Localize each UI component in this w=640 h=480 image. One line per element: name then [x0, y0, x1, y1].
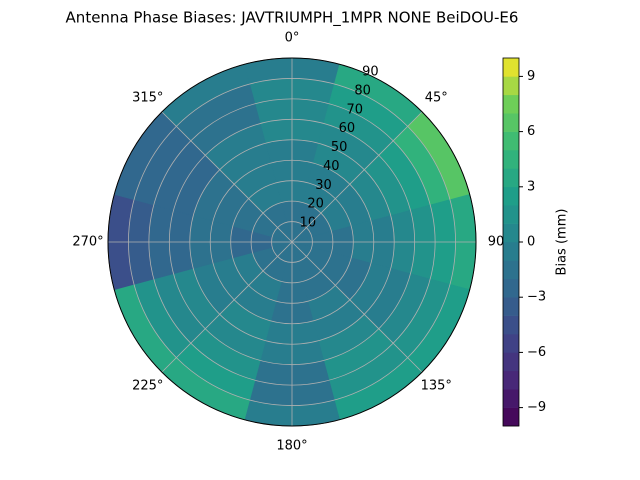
colorbar-tick-label: −3 — [527, 290, 546, 305]
colorbar-band — [503, 76, 519, 96]
angular-tick-label: 90 — [488, 235, 505, 250]
colorbar-tick-label: 0 — [527, 235, 535, 250]
colorbar-band — [503, 260, 519, 280]
angular-tick-label: 135° — [421, 379, 452, 394]
colorbar-tick-label: 6 — [527, 124, 535, 139]
colorbar-band — [503, 352, 519, 372]
polar-grid: 10 20 30 40 50 60 70 80 90 0° 45° 90 135° 180° 225° 270… — [72, 31, 504, 454]
radial-tick-label: 50 — [331, 140, 348, 155]
colorbar-band — [503, 150, 519, 169]
angular-tick-label: 270° — [72, 235, 103, 250]
angular-grid-line — [161, 111, 293, 243]
radial-tick-label: 60 — [339, 121, 356, 136]
colorbar-tick-label: −9 — [527, 400, 546, 415]
angular-tick-label: 45° — [425, 90, 448, 105]
chart-title: Antenna Phase Biases: JAVTRIUMPH_1MPR NO… — [66, 9, 519, 28]
colorbar-band — [503, 315, 519, 335]
colorbar-tick-label: 3 — [527, 179, 535, 194]
colorbar-tick-label: 9 — [527, 69, 535, 84]
angular-tick-label: 180° — [276, 439, 307, 454]
colorbar-band — [503, 370, 519, 390]
angular-tick-label: 0° — [285, 31, 300, 46]
radial-tick-label: 30 — [315, 178, 332, 193]
colorbar-band — [503, 58, 519, 77]
colorbar-band — [503, 113, 519, 132]
angular-grid-line — [161, 241, 293, 373]
polar-frame — [107, 57, 477, 427]
colorbar-band — [503, 242, 519, 261]
colorbar: −9 −6 −3 0 3 6 9 — [502, 57, 546, 427]
radial-tick-label: 40 — [323, 159, 340, 174]
colorbar-band — [503, 278, 519, 298]
angular-tick-label: 315° — [132, 90, 163, 105]
colorbar-band — [503, 334, 519, 353]
colorbar-band — [503, 407, 519, 427]
colorbar-band — [503, 297, 519, 316]
colorbar-band — [503, 131, 519, 151]
angular-grid-line — [291, 241, 423, 373]
colorbar-band — [503, 94, 519, 114]
colorbar-band — [503, 186, 519, 206]
colorbar-label: Bias (mm) — [555, 209, 570, 276]
radial-tick-label: 20 — [307, 197, 324, 212]
colorbar-band — [503, 168, 519, 188]
radial-tick-label: 90 — [362, 65, 379, 80]
colorbar-band — [503, 223, 519, 243]
radial-tick-label: 70 — [346, 102, 363, 117]
radial-tick-label: 80 — [354, 83, 371, 98]
colorbar-band — [503, 205, 519, 224]
radial-tick-label: 10 — [300, 216, 317, 231]
angular-tick-label: 225° — [132, 379, 163, 394]
colorbar-band — [503, 389, 519, 408]
angular-grid-line — [291, 111, 423, 243]
colorbar-tick-label: −6 — [527, 345, 546, 360]
